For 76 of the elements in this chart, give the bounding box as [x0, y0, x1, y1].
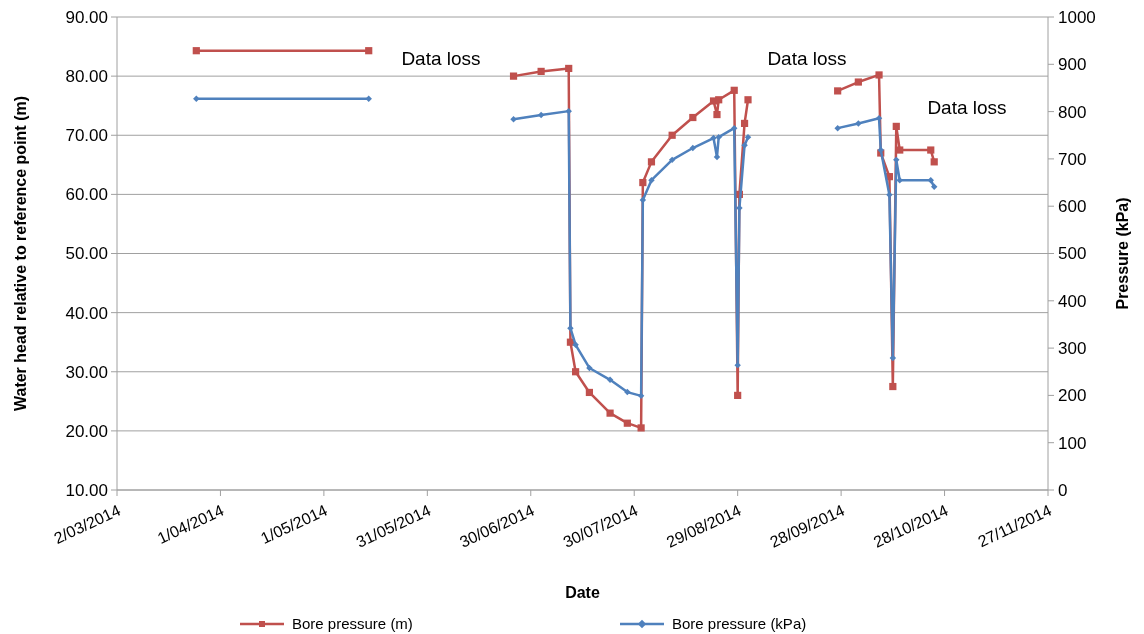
point — [192, 47, 200, 55]
y-axis-title: Water head relative to reference point (m) — [12, 95, 29, 412]
y2-tick-label: 400 — [1058, 291, 1087, 311]
y2-tick-label: 0 — [1058, 480, 1068, 500]
y2-tick-label: 700 — [1058, 149, 1087, 169]
point — [854, 78, 862, 86]
point — [623, 419, 631, 427]
point — [889, 382, 897, 391]
point — [715, 133, 722, 141]
y2-axis-title: Pressure (kPa) — [1114, 197, 1131, 310]
point — [744, 96, 752, 104]
point — [639, 196, 647, 204]
y-tick-label: 80.00 — [65, 67, 108, 87]
point — [896, 146, 904, 154]
point — [744, 133, 752, 141]
point — [930, 183, 938, 191]
y2-tick-label: 500 — [1058, 244, 1087, 264]
y-tick-label: 10.00 — [65, 480, 108, 500]
point — [509, 72, 518, 80]
y-tick-label: 20.00 — [65, 421, 108, 441]
legend-label: Bore pressure (m) — [292, 615, 413, 633]
point — [740, 119, 749, 128]
point — [637, 424, 645, 432]
point — [834, 124, 841, 132]
point — [365, 47, 373, 55]
point — [193, 95, 200, 103]
point — [834, 87, 842, 95]
y-tick-label: 90.00 — [65, 7, 108, 27]
point — [855, 120, 862, 127]
point — [637, 392, 645, 400]
y-tick-label: 40.00 — [65, 303, 108, 323]
point — [875, 115, 883, 122]
point — [606, 409, 614, 417]
point — [537, 67, 545, 75]
point — [668, 131, 676, 139]
point — [565, 107, 572, 115]
point — [927, 176, 934, 184]
y-tick-label: 60.00 — [65, 185, 108, 205]
point — [572, 368, 580, 376]
point — [572, 341, 579, 349]
point — [927, 146, 935, 154]
point — [565, 64, 573, 73]
point — [647, 158, 656, 166]
point — [734, 391, 742, 399]
point — [730, 86, 738, 94]
point — [639, 178, 647, 187]
point — [713, 110, 721, 119]
y2-tick-label: 900 — [1058, 55, 1087, 75]
point — [930, 158, 938, 166]
point — [689, 144, 697, 152]
y-tick-label: 50.00 — [65, 244, 108, 264]
point — [668, 156, 676, 164]
y-tick-label: 70.00 — [65, 126, 108, 146]
point — [365, 95, 372, 103]
annotation: Data loss — [401, 47, 481, 69]
point — [875, 71, 883, 79]
x-axis-title: Date — [565, 584, 600, 601]
y-tick-label: 30.00 — [65, 362, 108, 382]
y2-tick-label: 800 — [1058, 102, 1087, 122]
annotation: Data loss — [767, 47, 847, 69]
point — [567, 325, 574, 332]
point — [537, 111, 545, 119]
point — [715, 96, 723, 104]
point — [585, 388, 593, 397]
legend-label: Bore pressure (kPa) — [672, 615, 807, 633]
point — [896, 176, 903, 184]
point — [606, 376, 614, 384]
y2-tick-label: 1000 — [1058, 7, 1096, 27]
y2-tick-label: 600 — [1058, 197, 1087, 217]
point — [892, 122, 900, 130]
y2-tick-label: 300 — [1058, 339, 1087, 359]
annotation: Data loss — [927, 96, 1007, 118]
y2-tick-label: 200 — [1058, 386, 1087, 406]
point — [731, 124, 738, 132]
point — [689, 113, 697, 122]
y2-tick-label: 100 — [1058, 433, 1087, 453]
